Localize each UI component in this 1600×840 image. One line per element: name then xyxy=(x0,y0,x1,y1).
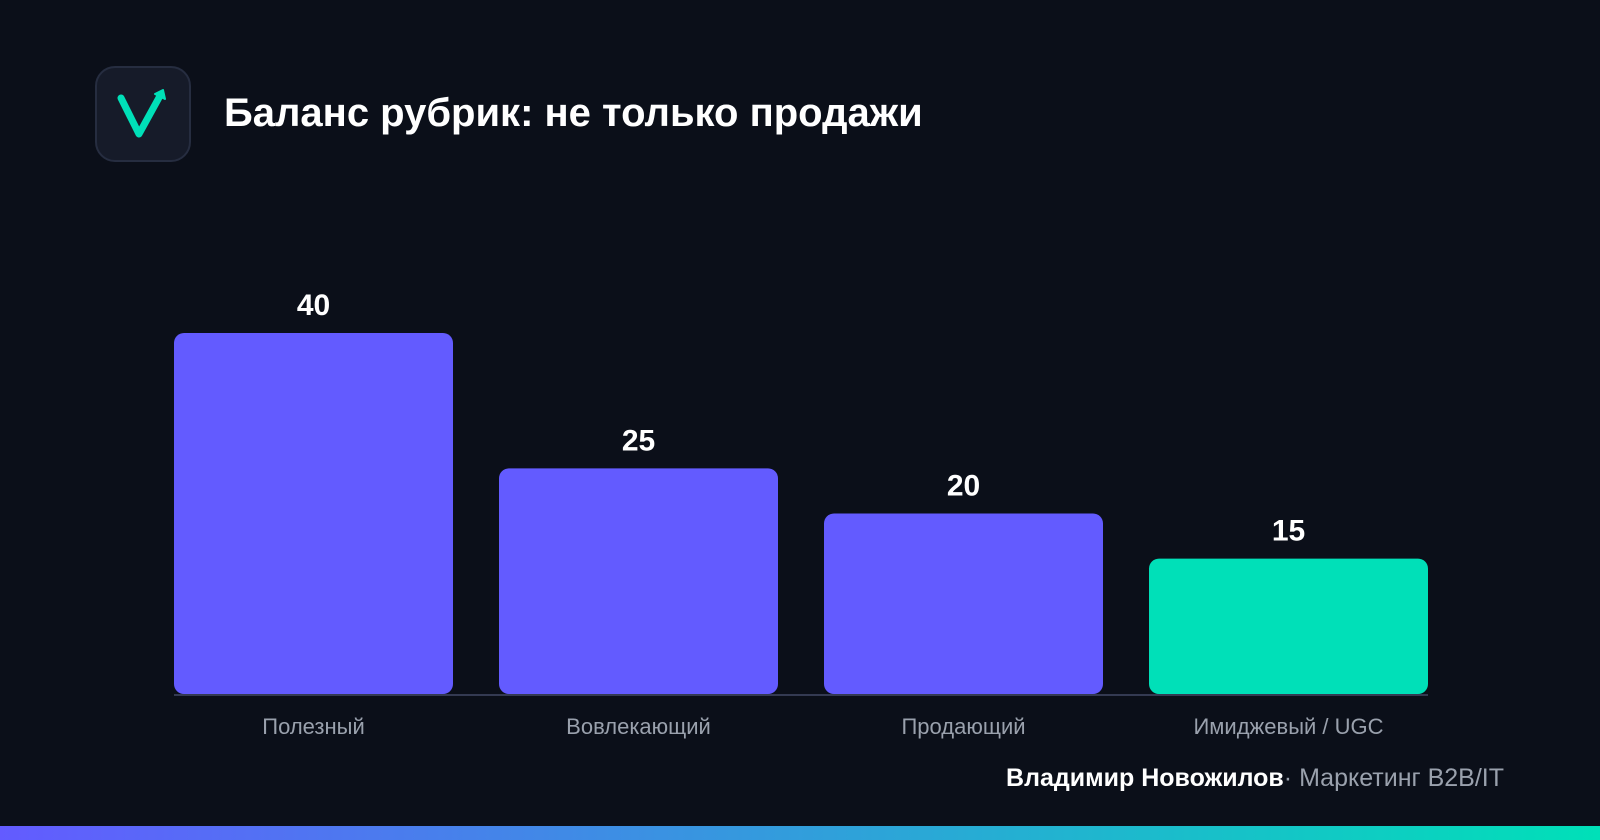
bar-value-label: 15 xyxy=(1272,515,1305,548)
checkmark-arrow-icon xyxy=(117,89,166,138)
bar-chart: 40 Полезный 25 Вовлекающий 20 Продающий 15 Имид… xyxy=(174,289,1428,739)
bar-value-label: 25 xyxy=(622,424,655,457)
footer-credit: Владимир Новожилов· Маркетинг B2B/IT xyxy=(1006,762,1504,794)
footer-separator: · xyxy=(1283,764,1293,792)
category-tick-label: Полезный xyxy=(262,714,365,739)
bar-value-label: 40 xyxy=(297,289,330,322)
brand-logo xyxy=(95,66,191,162)
bar-value-label: 20 xyxy=(947,470,980,503)
footer-role: Маркетинг B2B/IT xyxy=(1299,764,1504,792)
category-tick-label: Имиджевый / UGC xyxy=(1193,714,1383,739)
bottom-gradient-bar xyxy=(0,826,1600,840)
bar xyxy=(824,513,1103,694)
page-title: Баланс рубрик: не только продажи xyxy=(224,91,923,135)
bar xyxy=(174,333,453,694)
bar xyxy=(499,468,778,694)
category-tick-label: Вовлекающий xyxy=(566,714,711,739)
category-tick-label: Продающий xyxy=(901,714,1025,739)
footer-author: Владимир Новожилов xyxy=(1006,764,1284,792)
bar xyxy=(1149,558,1428,694)
